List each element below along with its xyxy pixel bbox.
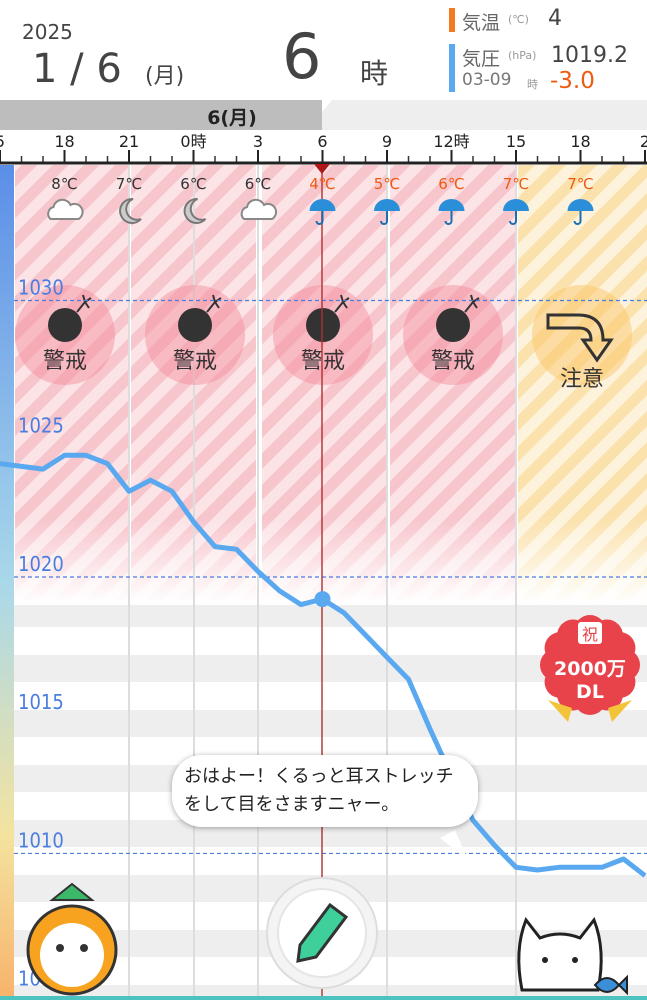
alert-label: 警戒 [43, 349, 87, 374]
badge-box [578, 622, 602, 644]
temp-label: 気温 [462, 12, 501, 34]
pressure-unit: (hPa) [508, 49, 537, 62]
stripe [0, 710, 647, 737]
current-point [314, 591, 331, 608]
edge-strip [0, 165, 14, 1000]
caution-icon [546, 313, 614, 363]
temperature: 7℃ [567, 175, 593, 193]
badge-sub: DL [576, 681, 604, 703]
temperature: 5℃ [374, 175, 400, 193]
x-tick-label: 3 [253, 132, 263, 151]
pressure-change: -3.0 [550, 68, 595, 94]
x-tick-label: 5 [0, 132, 5, 151]
umbrella-handle [573, 211, 582, 225]
umbrella-handle [509, 211, 517, 225]
bomb-icon [48, 308, 82, 342]
badge-ribbon [548, 700, 632, 722]
fade [0, 165, 647, 605]
bomb-icon [436, 308, 470, 342]
temperature: 8℃ [51, 175, 77, 193]
bottom-bar [0, 996, 647, 1000]
umbrella-icon [374, 199, 400, 211]
temperature: 6℃ [438, 175, 464, 193]
alert-label: 警戒 [173, 349, 217, 374]
alert-glow [532, 285, 632, 385]
hour-unit: 時 [360, 57, 389, 90]
cat-eye [572, 957, 578, 963]
y-tick-label: 1030 [18, 275, 64, 299]
header: 2025 1 / 6 (月) 6 時 気温 (℃) 4 気圧 (hPa) 101… [0, 0, 647, 100]
x-tick-label: 9 [382, 132, 392, 151]
moon-icon [183, 197, 207, 224]
x-tick-label: 2 [640, 132, 647, 151]
cat-fish [593, 974, 628, 996]
badge-main: 2000万 [554, 658, 626, 680]
x-tick-label: 15 [506, 132, 526, 151]
owl-hat [49, 882, 95, 901]
bomb-icon [178, 308, 212, 342]
cloud-icon [47, 198, 84, 220]
pressure-label: 気圧 [462, 48, 501, 70]
umbrella-handle [444, 211, 453, 225]
x-tick-label: 0時 [180, 132, 206, 151]
year: 2025 [22, 20, 73, 44]
x-tick-label: 6 [317, 132, 327, 151]
cat-head [517, 917, 603, 992]
range-unit: 時 [527, 78, 538, 91]
range-time: 03-09 [462, 70, 512, 90]
moon-icon [119, 197, 142, 224]
owl-eye [56, 944, 64, 952]
now-marker [314, 164, 330, 174]
x-tick-label: 21 [119, 132, 139, 151]
y-tick-label: 1010 [18, 828, 64, 852]
temp-marker [449, 8, 455, 32]
umbrella-icon [438, 199, 465, 211]
date: 1 / 6 [32, 46, 122, 92]
alert-label: 注意 [560, 367, 604, 392]
temperature: 6℃ [180, 175, 206, 193]
cat-eye [542, 957, 548, 963]
bubble-tail [440, 830, 468, 860]
badge-top: 祝 [582, 625, 598, 644]
cloud-icon [240, 198, 278, 220]
temperature: 7℃ [503, 175, 529, 193]
temperature: 7℃ [116, 175, 142, 193]
day-band-past [0, 100, 322, 130]
umbrella-icon [309, 199, 336, 211]
y-tick-label: 1015 [18, 690, 64, 714]
umbrella-handle [315, 211, 324, 225]
alert-label: 警戒 [431, 349, 475, 374]
badge-core [550, 625, 630, 705]
umbrella-icon [567, 199, 594, 211]
owl-face [40, 923, 104, 987]
pressure-marker [449, 44, 455, 92]
x-tick-label: 12時 [433, 132, 469, 151]
owl-eye [80, 944, 88, 952]
x-tick-label: 18 [570, 132, 590, 151]
umbrella-handle [380, 211, 388, 225]
weekday: (月) [145, 64, 185, 89]
temp-value: 4 [548, 6, 562, 31]
stripe [0, 655, 647, 682]
hour: 6 [282, 20, 322, 93]
pencil-icon [296, 902, 349, 963]
pressure-value: 1019.2 [551, 43, 628, 68]
y-tick-label: 1025 [18, 414, 64, 438]
speech-bubble: おはよー！くるっと耳ストレッチをして目をさますニャー。 [172, 755, 478, 827]
y-tick-label: 1020 [18, 552, 64, 576]
temperature: 4℃ [309, 175, 335, 193]
temp-unit: (℃) [508, 13, 529, 26]
x-tick-label: 18 [54, 132, 74, 151]
temperature: 6℃ [245, 175, 271, 193]
day-label: 6(月) [207, 107, 257, 129]
umbrella-icon [503, 199, 529, 211]
